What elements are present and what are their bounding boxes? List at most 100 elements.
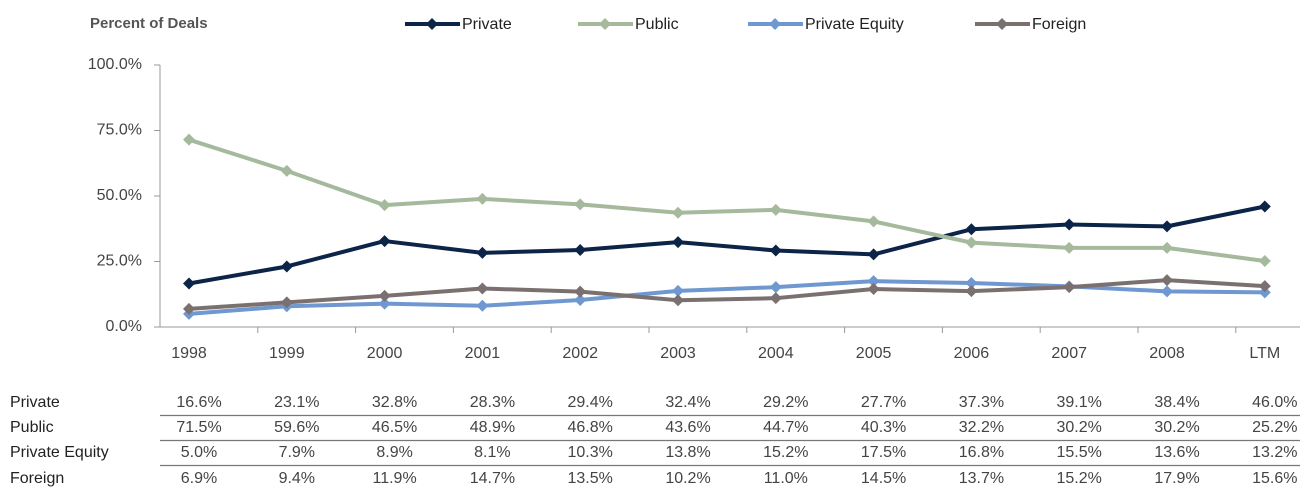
x-tick-label: 2002 bbox=[562, 345, 598, 362]
table-row-label: Public bbox=[10, 419, 54, 436]
point bbox=[183, 302, 195, 315]
table-cell: 32.8% bbox=[372, 394, 417, 411]
point bbox=[280, 164, 293, 177]
point bbox=[378, 235, 391, 248]
y-tick-label: 25.0% bbox=[97, 253, 142, 270]
point bbox=[1063, 218, 1076, 231]
point bbox=[672, 284, 684, 297]
table-cell: 28.3% bbox=[470, 394, 515, 411]
table-cell: 13.5% bbox=[568, 470, 613, 487]
table-cell: 13.6% bbox=[1154, 444, 1199, 461]
table-cell: 13.8% bbox=[665, 444, 710, 461]
point bbox=[965, 236, 978, 249]
table-cell: 5.0% bbox=[181, 444, 217, 461]
table-cell: 46.5% bbox=[372, 419, 417, 436]
x-tick-label: 1999 bbox=[269, 345, 305, 362]
table-cell: 8.1% bbox=[474, 444, 510, 461]
point bbox=[965, 223, 978, 236]
table-row-label: Foreign bbox=[10, 470, 64, 487]
table-cell: 30.2% bbox=[1057, 419, 1102, 436]
point bbox=[1258, 280, 1271, 293]
table-cell: 15.2% bbox=[763, 444, 808, 461]
point bbox=[867, 283, 880, 296]
x-tick-label: 2005 bbox=[856, 345, 892, 362]
point bbox=[1161, 274, 1173, 287]
point bbox=[1161, 241, 1173, 254]
point bbox=[574, 243, 587, 256]
series-line bbox=[188, 137, 1266, 263]
table-cell: 29.2% bbox=[763, 394, 808, 411]
series-line bbox=[188, 204, 1266, 286]
x-tick-label: 2007 bbox=[1051, 345, 1087, 362]
table-cell: 39.1% bbox=[1057, 394, 1102, 411]
table-cell: 38.4% bbox=[1154, 394, 1199, 411]
point bbox=[574, 285, 587, 298]
table-cell: 46.0% bbox=[1252, 394, 1297, 411]
point bbox=[183, 133, 195, 146]
point bbox=[183, 277, 195, 290]
legend-marker bbox=[769, 18, 781, 30]
table-cell: 11.9% bbox=[373, 470, 417, 487]
point bbox=[1063, 281, 1076, 294]
table-cell: 48.9% bbox=[470, 419, 515, 436]
point bbox=[769, 281, 782, 294]
x-tick-label: 2006 bbox=[954, 345, 990, 362]
table-cell: 40.3% bbox=[861, 419, 906, 436]
point bbox=[965, 285, 978, 298]
table-cell: 17.9% bbox=[1154, 470, 1199, 487]
table-cell: 13.2% bbox=[1252, 444, 1297, 461]
table-cell: 59.6% bbox=[274, 419, 319, 436]
point bbox=[672, 236, 684, 249]
table-cell: 44.7% bbox=[763, 419, 808, 436]
x-tick-label: 2003 bbox=[660, 345, 696, 362]
table-cell: 9.4% bbox=[279, 470, 315, 487]
point bbox=[1161, 220, 1173, 233]
point bbox=[867, 215, 880, 228]
y-tick-label: 0.0% bbox=[106, 318, 142, 335]
table-cell: 29.4% bbox=[568, 394, 613, 411]
legend-label: Private Equity bbox=[805, 16, 904, 33]
table-cell: 15.2% bbox=[1057, 470, 1102, 487]
legend-marker bbox=[996, 18, 1008, 30]
table-cell: 25.2% bbox=[1252, 419, 1297, 436]
table-cell: 71.5% bbox=[176, 419, 221, 436]
table-cell: 7.9% bbox=[279, 444, 315, 461]
y-tick-label: 50.0% bbox=[97, 187, 142, 204]
point bbox=[1258, 200, 1271, 213]
point bbox=[1258, 254, 1271, 267]
legend-label: Public bbox=[635, 16, 679, 33]
point bbox=[574, 198, 587, 211]
x-tick-label: 2000 bbox=[367, 345, 403, 362]
point bbox=[672, 206, 684, 219]
table-cell: 6.9% bbox=[181, 470, 217, 487]
x-tick-label: 1998 bbox=[171, 345, 207, 362]
table-cell: 10.2% bbox=[665, 470, 710, 487]
legend-marker bbox=[599, 18, 611, 30]
series-line bbox=[188, 278, 1265, 311]
x-tick-label: 2004 bbox=[758, 345, 794, 362]
point bbox=[965, 276, 978, 289]
y-tick-label: 100.0% bbox=[88, 56, 142, 73]
table-row-label: Private Equity bbox=[10, 444, 109, 461]
x-tick-label: 2001 bbox=[465, 345, 501, 362]
table-cell: 10.3% bbox=[568, 444, 613, 461]
point bbox=[867, 275, 880, 288]
table-cell: 32.2% bbox=[959, 419, 1004, 436]
legend-label: Foreign bbox=[1032, 16, 1086, 33]
point bbox=[1063, 241, 1076, 254]
table-cell: 16.8% bbox=[959, 444, 1004, 461]
point bbox=[378, 199, 391, 212]
table-cell: 17.5% bbox=[861, 444, 906, 461]
point bbox=[574, 294, 587, 307]
table-row-label: Private bbox=[10, 394, 60, 411]
y-tick-label: 75.0% bbox=[97, 122, 142, 139]
table-cell: 15.5% bbox=[1057, 444, 1102, 461]
table-cell: 46.8% bbox=[568, 419, 613, 436]
table-cell: 37.3% bbox=[959, 394, 1004, 411]
point bbox=[476, 299, 489, 312]
table-cell: 16.6% bbox=[176, 394, 221, 411]
point bbox=[378, 289, 391, 302]
table-cell: 43.6% bbox=[665, 419, 710, 436]
legend-label: Private bbox=[462, 16, 512, 33]
